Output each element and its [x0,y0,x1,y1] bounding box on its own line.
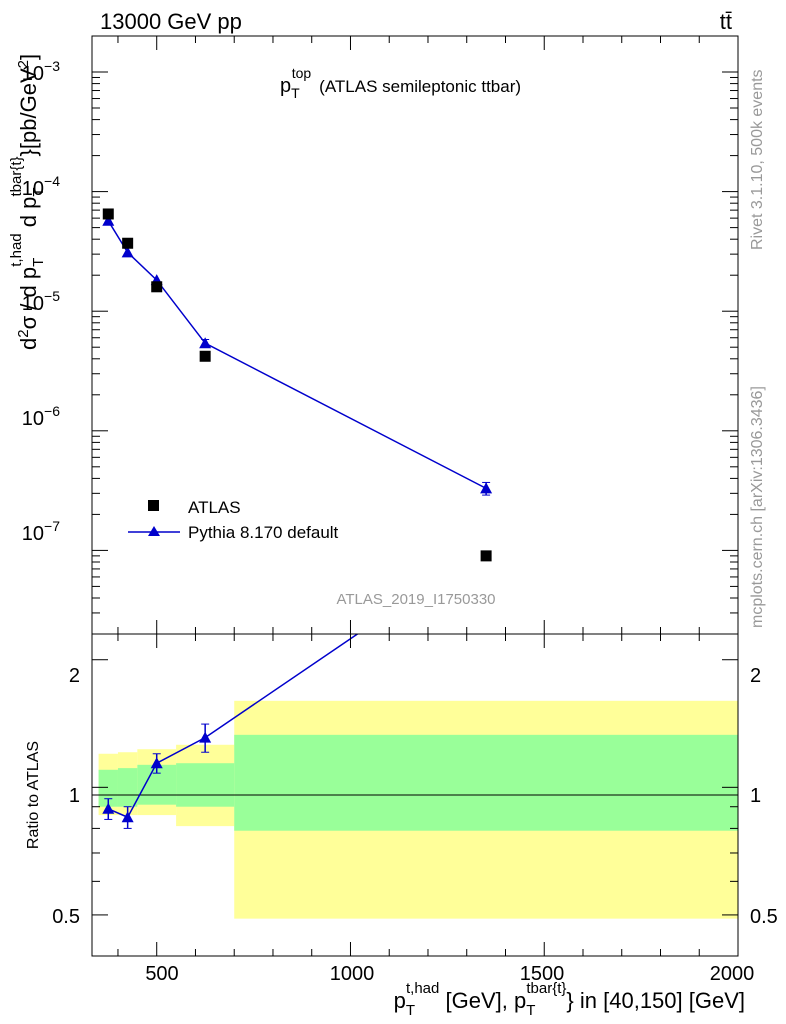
ratio-ytick-labels-left: 0.5 1 2 [52,665,80,928]
legend-data-marker [148,500,159,511]
energy-label: 13000 GeV pp [100,9,242,34]
x-axis-title: pTt,had [GeV], pTtbar{t}} in [40,150] [G… [394,980,745,1019]
main-ticks [92,35,739,635]
ratio-ytick-2-right: 2 [750,665,761,687]
xtick-1000: 1000 [330,963,375,985]
ratio-ytick-1-left: 1 [69,785,80,807]
ratio-bands [98,700,738,919]
ratio-panel: 0.5 1 2 0.5 1 2 Ratio to ATLAS 500 1000 … [25,633,778,1019]
ratio-curve [102,634,359,829]
data-point [151,281,163,293]
mcplots-label: mcplots.cern.ch [arXiv:1306.3436] [749,386,766,628]
ratio-ylabel: Ratio to ATLAS [25,741,42,849]
ratio-frame [91,633,739,957]
ratio-band-inner [234,734,738,831]
mc-point [102,214,115,226]
process-label: tt̄ [720,9,732,34]
ratio-curve-clipped [102,634,359,829]
ratio-ytick-0.5-right: 0.5 [750,906,778,928]
ytick-1e-4: 10−4 [22,173,60,200]
data-point [102,208,114,220]
ratio-point [199,731,212,743]
ratio-point [121,811,134,823]
legend-mc-marker [148,526,160,536]
ytick-1e-6: 10−6 [22,403,60,430]
ratio-ytick-0.5-left: 0.5 [52,906,80,928]
ratio-band-inner [176,763,235,807]
rivet-label: Rivet 3.1.10, 500k events [749,69,766,250]
legend-data-label: ATLAS [188,498,241,517]
data-point [480,550,492,562]
legend: ATLAS Pythia 8.170 default [128,498,339,542]
legend-mc-label: Pythia 8.170 default [188,523,339,542]
xtick-1500: 1500 [520,963,565,985]
mc-curve-main [102,214,493,496]
main-ytick-labels: 10−7 10−6 10−5 10−4 10−3 [22,58,60,545]
ratio-point [150,757,163,769]
ytick-1e-5: 10−5 [22,288,60,315]
ratio-band-inner [98,769,118,807]
plot-title: pTtop(ATLAS semileptonic ttbar) [280,65,521,101]
ytick-1e-3: 10−3 [22,58,60,85]
xtick-500: 500 [145,963,178,985]
data-points-main [102,208,492,562]
xtick-2000: 2000 [710,963,755,985]
data-point [122,237,134,249]
ratio-ytick-1-right: 1 [750,785,761,807]
mc-point [199,337,212,349]
mc-point [480,482,493,494]
mc-point [121,246,134,258]
main-frame [91,35,739,635]
ratio-ticks [92,634,739,956]
ratio-ytick-labels-right: 0.5 1 2 [750,665,778,928]
analysis-id: ATLAS_2019_I1750330 [336,591,495,608]
xtick-labels: 500 1000 1500 2000 [145,963,754,985]
main-panel: 10−7 10−6 10−5 10−4 10−3 pTtop(ATLAS sem… [8,35,739,635]
ytick-1e-7: 10−7 [22,518,60,545]
ratio-ytick-2-left: 2 [69,665,80,687]
ratio-point [102,802,115,814]
mc-line [107,220,487,490]
data-point [199,350,211,362]
ratio-band-inner [117,768,138,807]
